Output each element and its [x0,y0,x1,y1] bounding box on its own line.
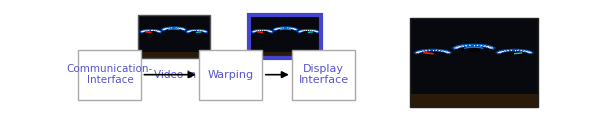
Bar [138,52,210,58]
Polygon shape [167,29,181,32]
Polygon shape [503,51,526,56]
Text: Warping: Warping [208,70,254,80]
Bar [410,94,538,107]
Text: Display
Interface: Display Interface [299,64,349,86]
Polygon shape [302,31,315,34]
Bar [250,52,322,58]
Bar [79,50,141,100]
Polygon shape [278,29,293,32]
Polygon shape [461,46,487,52]
Polygon shape [256,31,269,34]
Bar [199,50,262,100]
Bar [250,15,322,58]
Bar [138,15,210,58]
Polygon shape [191,31,203,34]
Polygon shape [145,31,157,34]
Bar [292,50,355,100]
Bar [138,15,210,58]
Bar [410,18,538,107]
Text: Video In: Video In [154,70,196,80]
Bar [250,15,322,58]
Bar [410,18,538,107]
Text: Communication-
Interface: Communication- Interface [67,64,153,86]
Polygon shape [422,51,444,56]
